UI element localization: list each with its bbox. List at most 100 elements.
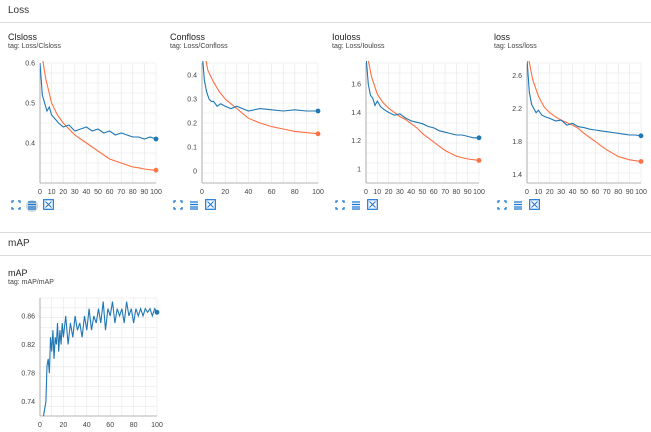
- y-tick-label: 0.1: [187, 145, 197, 152]
- x-tick-label: 20: [60, 422, 68, 429]
- x-tick-label: 40: [569, 189, 577, 196]
- toggle-log-scale-icon: [366, 197, 378, 215]
- x-tick-label: 60: [106, 422, 114, 429]
- series-line: [527, 61, 642, 137]
- x-tick-label: 20: [221, 189, 229, 196]
- section-header-map[interactable]: mAP: [0, 232, 651, 256]
- card-title: Clsloss: [8, 32, 38, 42]
- toggle-log-scale-button[interactable]: [204, 197, 216, 215]
- y-tick-label: 0.6: [25, 61, 35, 68]
- toggle-log-scale-button[interactable]: [528, 197, 540, 215]
- toggle-log-scale-icon: [204, 197, 216, 215]
- x-tick-label: 100: [312, 189, 324, 196]
- x-tick-label: 0: [38, 422, 42, 429]
- x-tick-label: 80: [129, 189, 137, 196]
- section-title: mAP: [8, 238, 30, 249]
- x-tick-label: 90: [464, 189, 472, 196]
- series-line: [367, 61, 480, 161]
- x-tick-label: 60: [430, 189, 438, 196]
- x-tick-label: 100: [635, 189, 647, 196]
- y-tick-label: 2.2: [512, 106, 522, 113]
- chart-card-iouloss: Iouloss tag: Loss/Iouloss: [332, 32, 487, 217]
- fit-to-screen-button[interactable]: [334, 200, 346, 212]
- fit-to-screen-icon: [335, 197, 345, 215]
- x-tick-label: 20: [385, 189, 393, 196]
- x-tick-label: 0: [525, 189, 529, 196]
- x-tick-label: 80: [614, 189, 622, 196]
- x-tick-label: 40: [245, 189, 253, 196]
- y-tick-label: 0.78: [21, 371, 35, 378]
- chart-confloss: 0 20 40 60 80 100 0 0.1 0.2 0.3 0.4: [187, 61, 324, 196]
- series-line: [202, 61, 318, 112]
- x-tick-label: 90: [626, 189, 634, 196]
- card-title: Iouloss: [332, 32, 361, 42]
- y-tick-label: 0.4: [25, 141, 35, 148]
- x-tick-label: 100: [151, 422, 163, 429]
- x-tick-label: 60: [268, 189, 276, 196]
- series-end-point: [638, 133, 644, 139]
- series-line: [42, 61, 157, 171]
- toggle-log-scale-button[interactable]: [42, 197, 54, 215]
- chart-card-map: mAP tag: mAP/mAP: [8, 268, 163, 432]
- series-end-point: [476, 158, 482, 163]
- toggle-data-table-icon: [513, 197, 523, 215]
- fit-to-screen-button[interactable]: [172, 200, 184, 212]
- x-tick-label: 100: [150, 189, 162, 196]
- x-tick-label: 70: [117, 189, 125, 196]
- x-tick-label: 70: [603, 189, 611, 196]
- y-tick-label: 0.2: [187, 121, 197, 128]
- x-tick-label: 100: [473, 189, 485, 196]
- card-tag: tag: Loss/Iouloss: [332, 43, 385, 50]
- fit-to-screen-button[interactable]: [10, 200, 22, 212]
- card-tag: tag: Loss/loss: [494, 43, 537, 50]
- series-end-point: [154, 309, 160, 315]
- series-line: [528, 61, 642, 163]
- y-tick-label: 1.6: [351, 82, 361, 89]
- card-tag: tag: Loss/Clsloss: [8, 43, 61, 50]
- series-end-point: [638, 159, 644, 164]
- card-toolbar: [172, 197, 216, 215]
- series-line: [40, 62, 157, 140]
- x-tick-label: 20: [59, 189, 67, 196]
- toggle-data-table-icon: [351, 197, 361, 215]
- toggle-log-scale-button[interactable]: [366, 197, 378, 215]
- toggle-data-table-button[interactable]: [188, 200, 200, 212]
- section-header-loss[interactable]: Loss: [0, 0, 651, 23]
- x-tick-label: 0: [200, 189, 204, 196]
- x-tick-label: 60: [106, 189, 114, 196]
- y-tick-label: 1.8: [512, 139, 522, 146]
- toggle-data-table-icon: [189, 197, 199, 215]
- x-tick-label: 0: [38, 189, 42, 196]
- x-tick-label: 50: [580, 189, 588, 196]
- card-toolbar: [334, 197, 378, 215]
- y-tick-label: 0.86: [21, 313, 35, 320]
- fit-to-screen-button[interactable]: [496, 200, 508, 212]
- card-title: loss: [494, 32, 511, 42]
- x-tick-label: 0: [364, 189, 368, 196]
- toggle-log-scale-icon: [42, 197, 54, 215]
- card-toolbar: [496, 197, 540, 215]
- toggle-log-scale-icon: [528, 197, 540, 215]
- fit-to-screen-icon: [173, 197, 183, 215]
- x-tick-label: 90: [141, 189, 149, 196]
- y-tick-label: 1: [357, 166, 361, 173]
- series-line: [42, 301, 158, 416]
- card-tag: tag: Loss/Confloss: [170, 43, 228, 50]
- toggle-data-table-icon: [27, 197, 37, 215]
- toggle-data-table-button[interactable]: [350, 200, 362, 212]
- card-title: mAP: [8, 268, 28, 278]
- series-line: [366, 61, 479, 139]
- x-tick-label: 70: [441, 189, 449, 196]
- toggle-data-table-button[interactable]: [512, 200, 524, 212]
- x-tick-label: 60: [592, 189, 600, 196]
- y-tick-label: 0.74: [21, 399, 35, 406]
- series-end-point: [315, 108, 321, 114]
- x-tick-label: 10: [48, 189, 56, 196]
- chart-card-confloss: Confloss tag: Loss/Confloss: [170, 32, 325, 217]
- y-tick-label: 1.2: [351, 138, 361, 145]
- toggle-data-table-button[interactable]: [26, 200, 38, 212]
- y-tick-label: 0: [193, 169, 197, 176]
- series-end-point: [153, 167, 159, 173]
- x-tick-label: 80: [453, 189, 461, 196]
